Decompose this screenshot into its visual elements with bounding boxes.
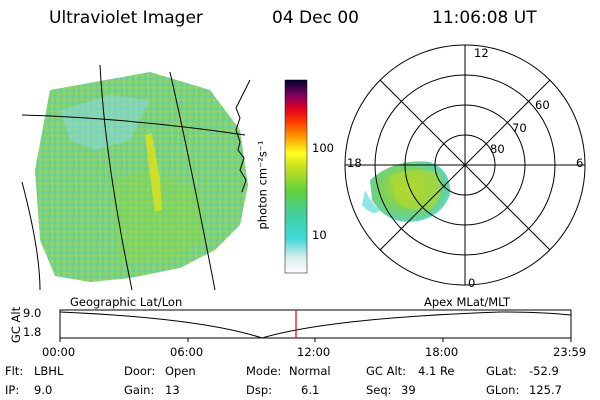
glon-label: GLon:: [486, 383, 520, 397]
gcalt-label: GC Alt:: [366, 364, 407, 378]
mlat-label-80: 80: [490, 142, 505, 156]
geographic-image: [21, 64, 251, 291]
mlat-label-70: 70: [512, 121, 527, 135]
time-tick-0000: 00:00: [42, 345, 76, 359]
mode-label: Mode:: [246, 364, 282, 378]
colorbar-unit-label: photon cm⁻²s⁻¹: [255, 140, 270, 230]
door-label: Door:: [124, 364, 156, 378]
geographic-projection-label: Geographic Lat/Lon: [70, 295, 183, 309]
mode-value: Normal: [289, 364, 331, 378]
altitude-plot: [59, 309, 572, 342]
dsp-label: Dsp:: [246, 383, 273, 397]
mlt-label-12: 12: [474, 46, 489, 60]
seq-label: Seq:: [366, 383, 392, 397]
mlt-label-18: 18: [347, 156, 362, 170]
gain-value: 13: [165, 383, 180, 397]
polar-plot: [344, 44, 586, 286]
gain-label: Gain:: [124, 383, 155, 397]
altitude-axis-label: GC Alt: [9, 306, 24, 344]
flt-value: LBHL: [34, 364, 64, 378]
gcalt-value: 4.1 Re: [418, 364, 455, 378]
observation-time: 11:06:08 UT: [432, 8, 537, 28]
time-tick-1800: 18:00: [425, 345, 459, 359]
mlat-label-60: 60: [535, 98, 550, 112]
time-tick-2359: 23:59: [553, 345, 587, 359]
glat-value: -52.9: [529, 364, 559, 378]
time-tick-1200: 12:00: [297, 345, 331, 359]
instrument-title: Ultraviolet Imager: [49, 8, 203, 28]
mlt-label-6: 6: [576, 156, 584, 170]
observation-date: 04 Dec 00: [272, 8, 359, 28]
seq-value: 39: [401, 383, 416, 397]
mlt-label-0: 0: [468, 276, 476, 290]
dsp-value: 6.1: [301, 383, 320, 397]
altitude-tick-bottom: 1.8: [23, 325, 42, 339]
glon-value: 125.7: [529, 383, 562, 397]
glat-label: GLat:: [486, 364, 517, 378]
door-value: Open: [165, 364, 196, 378]
colorbar-tick-100: 100: [312, 141, 334, 155]
flt-label: Flt:: [5, 364, 24, 378]
ip-label: IP:: [5, 383, 20, 397]
time-tick-0600: 06:00: [170, 345, 204, 359]
altitude-tick-top: 9.0: [23, 306, 42, 320]
ip-value: 9.0: [34, 383, 53, 397]
colorbar: [284, 79, 308, 274]
apex-projection-label: Apex MLat/MLT: [424, 295, 511, 309]
colorbar-tick-10: 10: [312, 228, 327, 242]
